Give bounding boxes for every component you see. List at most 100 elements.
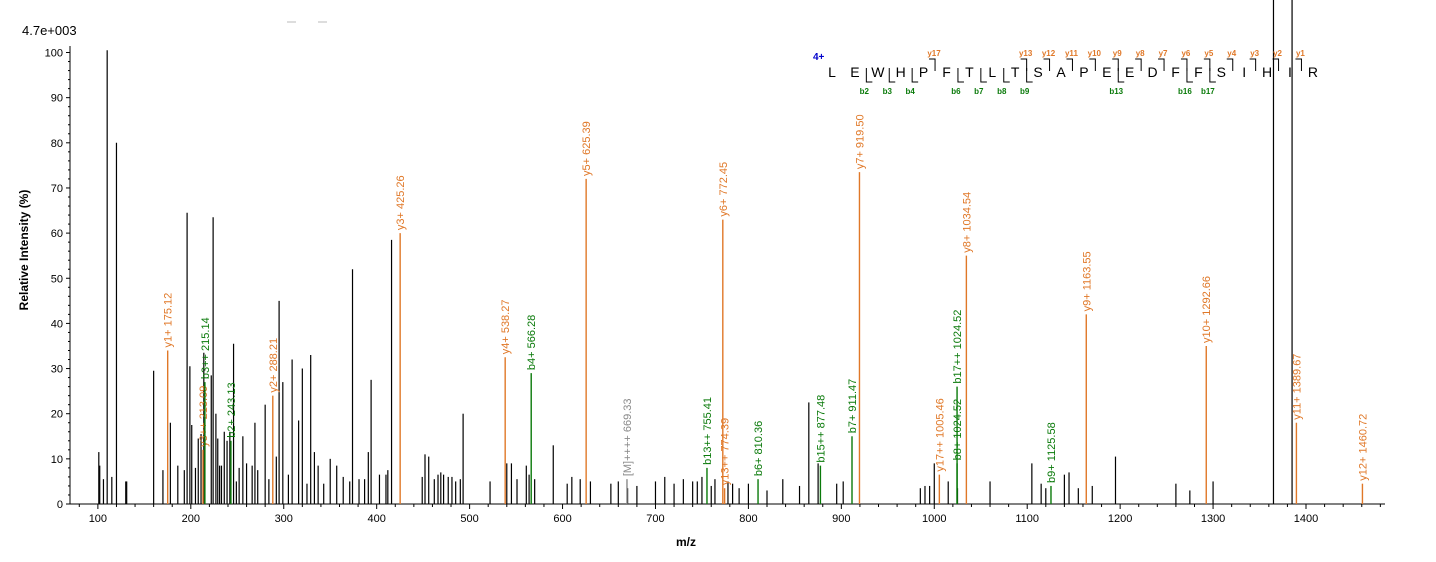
peak-label: y17++ 1005.46 [934,398,946,471]
y-tick-label: 10 [51,454,63,466]
sequence-residue: T [1011,64,1020,80]
peak-label: y9+ 1163.55 [1081,251,1093,311]
annotated-peaks: y1+ 175.12 y3++ 213.09 b3++ 215.14 b2+ 243.… [163,114,1369,504]
b-ion-label: b3 [883,87,893,96]
sequence-residue: S [1033,64,1042,80]
sequence-residue: L [828,64,836,80]
y-tick-label: 80 [51,138,63,150]
x-axis-ticks: 100 200 300 400 500 600 700 800 900 1000 1100 1200 1… [78,504,1381,525]
x-tick-label: 400 [367,513,385,525]
sequence-residue: A [1056,64,1066,80]
y-cleavage-marker [1089,58,1096,71]
sequence-residue: F [1171,64,1180,80]
sequence-residue: I [1288,64,1292,80]
precursor-charge-label: 4+ [813,52,825,63]
peak-label: [M]++++ 669.33 [622,398,634,476]
peak-label: y3+ 425.26 [395,175,407,230]
x-tick-label: 700 [646,513,664,525]
sequence-residue: E [1102,64,1111,80]
b-ion-label: b8 [997,87,1007,96]
y-cleavage-marker [1112,58,1119,71]
b-cleavage-marker [1209,68,1216,83]
b-cleavage-marker [911,68,919,83]
y-tick-label: 100 [45,48,63,60]
b-ion-label: b4 [905,87,915,96]
sequence-residue: E [1125,64,1134,80]
y-ion-label: y13 [1019,49,1033,58]
y-ion-label: y17 [927,49,941,58]
y-ion-label: y4 [1227,49,1236,58]
b-cleavage-marker [865,68,873,83]
b-cleavage-marker [1026,68,1033,83]
y-ion-label: y6 [1181,49,1190,58]
peak-label: b13++ 755.41 [702,397,714,465]
peak-series [98,0,1293,504]
y-cleavage-marker [1272,58,1280,71]
x-tick-label: 1100 [1015,513,1039,525]
y-ion-label: y3 [1250,49,1259,58]
x-tick-label: 1000 [922,513,946,525]
peak-label: y3++ 213.09 [198,386,210,447]
b-ion-label: b17 [1201,87,1215,96]
peak-label: y13++ 774.39 [720,418,732,485]
peak-label: y11+ 1389.67 [1291,354,1303,420]
peak-label: b3++ 215.14 [200,317,212,379]
sequence-residue: L [988,64,996,80]
b-cleavage-marker [957,68,964,83]
x-tick-label: 1300 [1201,513,1225,525]
peak-label: b2+ 243.13 [226,382,238,437]
peak-label: b7+ 911.47 [847,379,859,434]
sequence-residue: W [871,64,885,80]
sequence-residue: F [1194,64,1203,80]
x-tick-label: 600 [553,513,571,525]
b-cleavage-marker [1186,68,1193,83]
b-ion-label: b16 [1178,87,1192,96]
y-tick-label: 50 [51,273,63,285]
sequence-residue: H [1262,64,1272,80]
peak-label: b9+ 1125.58 [1046,422,1058,483]
sequence-residue: P [1079,64,1088,80]
peak-label: y6+ 772.45 [718,162,730,217]
y-cleavage-marker [1043,58,1051,71]
sequence-residue: P [919,64,928,80]
y-tick-label: 70 [51,183,63,195]
b-ion-label: b7 [974,87,984,96]
y-tick-label: 90 [51,93,63,105]
y-tick-label: 0 [57,499,63,511]
x-tick-label: 200 [182,513,200,525]
b-ion-label: b9 [1020,87,1030,96]
peak-label: y1+ 175.12 [163,293,175,348]
x-tick-label: 900 [832,513,850,525]
b-ion-label: b13 [1109,87,1123,96]
b-cleavage-marker [1117,68,1125,83]
y-ion-label: y9 [1113,49,1122,58]
y-cleavage-marker [1249,58,1257,71]
b-cleavage-marker [980,68,987,83]
sequence-residue: F [942,64,951,80]
peak-label: y7+ 919.50 [854,114,866,169]
b-cleavage-marker [888,68,896,83]
sequence-residue: T [965,64,974,80]
y-cleavage-marker [1135,58,1142,71]
y-axis-title: Relative Intensity (%) [17,190,31,311]
b-ion-label: b6 [951,87,961,96]
x-tick-label: 500 [460,513,478,525]
peak-label: b6+ 810.36 [753,421,765,476]
intensity-scale-label: 4.7e+003 [22,23,77,38]
peak-label: b17++ 1024.52 [952,310,964,384]
peak-label: y12+ 1460.72 [1357,414,1369,481]
y-tick-label: 60 [51,228,63,240]
y-cleavage-marker [1226,58,1234,71]
peak-label: y10+ 1292.66 [1201,276,1213,343]
sequence-residue: E [850,64,859,80]
y-cleavage-marker [1020,58,1028,71]
peak-label: y2+ 288.21 [268,338,280,393]
peak-label: y4+ 538.27 [500,300,512,355]
sequence-residue: H [896,64,906,80]
b-ion-label: b2 [860,87,870,96]
y-cleavage-marker [1066,58,1073,71]
y-ion-label: y2 [1273,49,1282,58]
peak-label: b4+ 566.28 [526,315,538,370]
